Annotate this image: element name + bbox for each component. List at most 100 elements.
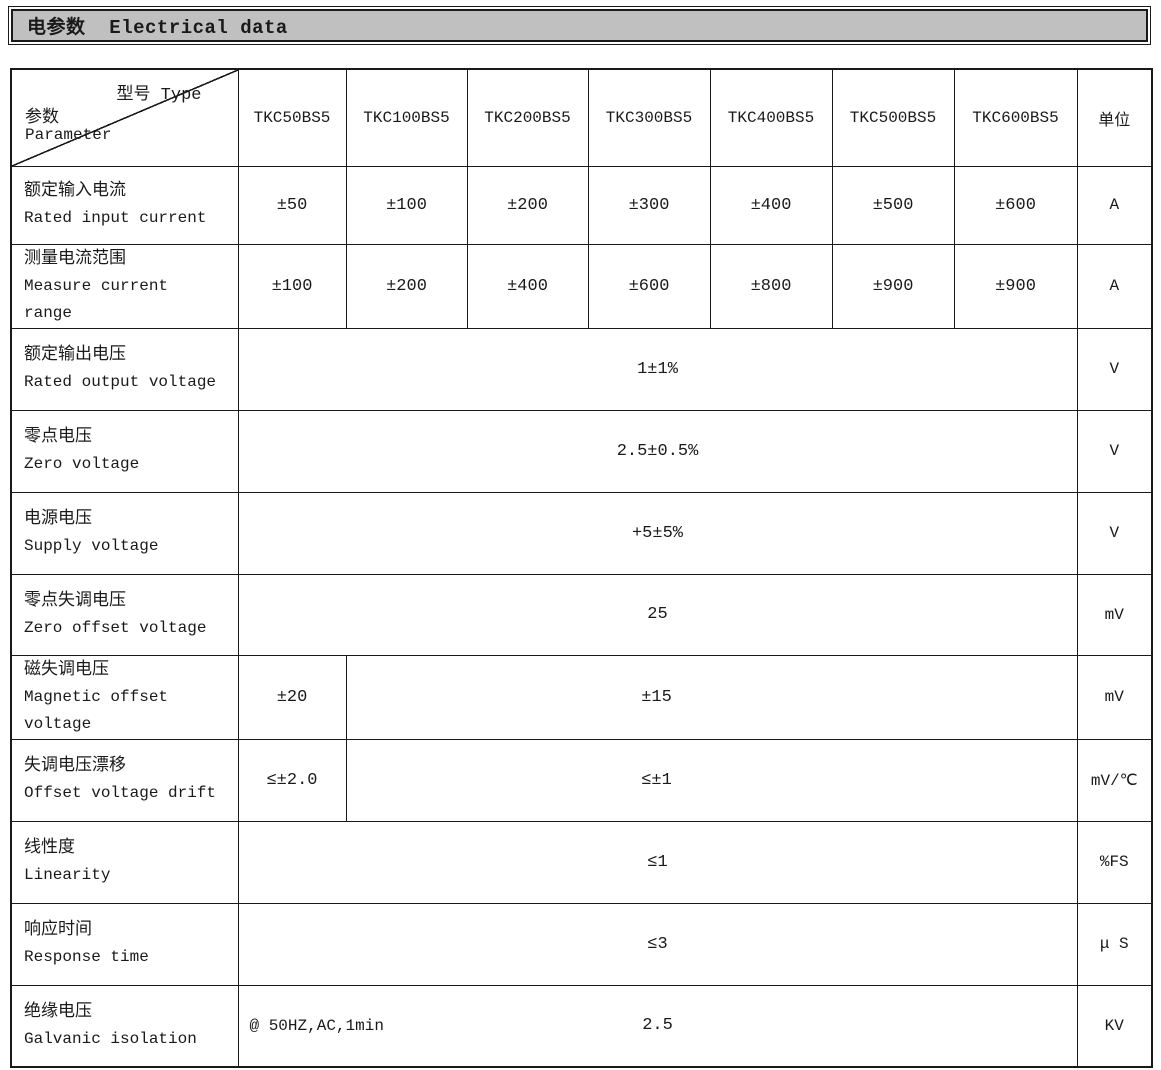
- table-row-galvanic-isolation: 绝缘电压 Galvanic isolation @ 50HZ,AC,1min 2…: [10, 984, 1153, 1068]
- cell-value: ±15: [641, 687, 672, 707]
- row-label-en: Rated input current: [24, 209, 207, 227]
- merged-value-cell: 2.5±0.5%: [237, 409, 1078, 493]
- row-label: 绝缘电压 Galvanic isolation: [10, 984, 239, 1068]
- column-header-tkc50bs5: TKC50BS5: [237, 68, 347, 167]
- unit-cell: KV: [1076, 984, 1153, 1068]
- column-header-tkc500bs5: TKC500BS5: [831, 68, 955, 167]
- header-row: 型号 Type 参数 Parameter TKC50BS5 TKC100BS5 …: [10, 68, 1153, 167]
- unit-cell: V: [1076, 327, 1153, 411]
- merged-value-cell: +5±5%: [237, 491, 1078, 575]
- column-header-tkc300bs5: TKC300BS5: [587, 68, 711, 167]
- value-cell: ±50: [237, 165, 347, 245]
- row-label-cn: 失调电压漂移: [24, 757, 126, 776]
- value-cell: ±400: [466, 243, 589, 329]
- value-cell: ±500: [831, 165, 955, 245]
- test-condition-note: @ 50HZ,AC,1min: [249, 1016, 384, 1035]
- merged-value-cell: ≤1: [237, 820, 1078, 904]
- section-header-fill: 电参数 Electrical data: [11, 9, 1148, 42]
- row-label: 额定输入电流 Rated input current: [10, 165, 239, 245]
- merged-value-cell: @ 50HZ,AC,1min 2.5: [237, 984, 1078, 1068]
- row-label: 额定输出电压 Rated output voltage: [10, 327, 239, 411]
- row-label: 测量电流范围 Measure current range: [10, 243, 239, 329]
- row-label: 磁失调电压 Magnetic offset voltage: [10, 654, 239, 740]
- unit-column-header: 单位: [1076, 68, 1153, 167]
- value-cell: ±100: [345, 165, 468, 245]
- row-label-en: Linearity: [24, 866, 111, 884]
- diagonal-divider: [12, 70, 237, 165]
- cell-value: 2.5: [642, 1016, 673, 1036]
- row-label: 失调电压漂移 Offset voltage drift: [10, 738, 239, 822]
- unit-cell: %FS: [1076, 820, 1153, 904]
- table-row-measure-current-range: 测量电流范围 Measure current range ±100 ±200 ±…: [10, 243, 1153, 329]
- merged-value-cell: 1±1%: [237, 327, 1078, 411]
- section-title: 电参数 Electrical data: [27, 17, 288, 39]
- section-header-bar: 电参数 Electrical data: [8, 6, 1151, 45]
- table-row-supply-voltage: 电源电压 Supply voltage +5±5% V: [10, 491, 1153, 575]
- row-label-en: Response time: [24, 948, 149, 966]
- row-label-cn: 电源电压: [24, 510, 92, 529]
- row-label-cn: 线性度: [24, 839, 75, 858]
- unit-cell: mV/℃: [1076, 738, 1153, 822]
- electrical-data-table: 型号 Type 参数 Parameter TKC50BS5 TKC100BS5 …: [10, 68, 1153, 1068]
- value-cell: ±800: [709, 243, 833, 329]
- value-cell: ±100: [237, 243, 347, 329]
- table-row-zero-voltage: 零点电压 Zero voltage 2.5±0.5% V: [10, 409, 1153, 493]
- row-label-en: Supply voltage: [24, 537, 159, 555]
- merged-value-cell: ±15: [345, 654, 1078, 740]
- unit-cell: V: [1076, 491, 1153, 575]
- row-label-cn: 零点电压: [24, 428, 92, 447]
- value-cell: ±900: [953, 243, 1078, 329]
- table-row-magnetic-offset-voltage: 磁失调电压 Magnetic offset voltage ±20 ±15 mV: [10, 654, 1153, 740]
- unit-cell: V: [1076, 409, 1153, 493]
- value-cell: ±20: [237, 654, 347, 740]
- value-cell: ±200: [345, 243, 468, 329]
- row-label: 响应时间 Response time: [10, 902, 239, 986]
- row-label-en: Magnetic offset voltage: [24, 687, 169, 733]
- cell-value: ≤±1: [641, 770, 672, 790]
- row-label-en: Galvanic isolation: [24, 1029, 197, 1048]
- column-header-tkc600bs5: TKC600BS5: [953, 68, 1078, 167]
- column-header-tkc400bs5: TKC400BS5: [709, 68, 833, 167]
- row-label-en: Zero voltage: [24, 455, 140, 473]
- row-label-en: Measure current range: [24, 276, 169, 322]
- value-cell: ≤±2.0: [237, 738, 347, 822]
- value-cell: ±900: [831, 243, 955, 329]
- table-row-linearity: 线性度 Linearity ≤1 %FS: [10, 820, 1153, 904]
- value-cell: ±200: [466, 165, 589, 245]
- row-label-cn: 测量电流范围: [24, 249, 126, 269]
- corner-cell: 型号 Type 参数 Parameter: [10, 68, 239, 167]
- unit-cell: mV: [1076, 573, 1153, 656]
- row-label-cn: 磁失调电压: [24, 660, 109, 680]
- row-label-en: Offset voltage drift: [24, 784, 217, 802]
- table-row-rated-input-current: 额定输入电流 Rated input current ±50 ±100 ±200…: [10, 165, 1153, 245]
- table-row-response-time: 响应时间 Response time ≤3 μ S: [10, 902, 1153, 986]
- unit-cell: μ S: [1076, 902, 1153, 986]
- corner-type-label: 型号 Type: [116, 86, 202, 105]
- table-row-offset-voltage-drift: 失调电压漂移 Offset voltage drift ≤±2.0 ≤±1 mV…: [10, 738, 1153, 822]
- corner-parameter-label-en: Parameter: [25, 126, 112, 144]
- table-row-zero-offset-voltage: 零点失调电压 Zero offset voltage 25 mV: [10, 573, 1153, 656]
- merged-value-cell: ≤±1: [345, 738, 1078, 822]
- row-label-cn: 零点失调电压: [24, 591, 126, 611]
- row-label-cn: 绝缘电压: [24, 1002, 92, 1022]
- row-label: 线性度 Linearity: [10, 820, 239, 904]
- value-cell: ±600: [587, 243, 711, 329]
- value-cell: ±400: [709, 165, 833, 245]
- value-cell: ±300: [587, 165, 711, 245]
- column-header-tkc100bs5: TKC100BS5: [345, 68, 468, 167]
- row-label-cn: 响应时间: [24, 921, 92, 940]
- merged-value-cell: ≤3: [237, 902, 1078, 986]
- unit-cell: A: [1076, 165, 1153, 245]
- row-label-en: Rated output voltage: [24, 373, 217, 391]
- column-header-tkc200bs5: TKC200BS5: [466, 68, 589, 167]
- row-label-cn: 额定输入电流: [24, 182, 126, 201]
- corner-parameter-label-cn: 参数: [25, 109, 59, 128]
- row-label-cn: 额定输出电压: [24, 346, 126, 365]
- row-label-en: Zero offset voltage: [24, 618, 207, 637]
- unit-cell: mV: [1076, 654, 1153, 740]
- table-row-rated-output-voltage: 额定输出电压 Rated output voltage 1±1% V: [10, 327, 1153, 411]
- unit-cell: A: [1076, 243, 1153, 329]
- row-label: 零点失调电压 Zero offset voltage: [10, 573, 239, 656]
- value-cell: ±600: [953, 165, 1078, 245]
- merged-value-cell: 25: [237, 573, 1078, 656]
